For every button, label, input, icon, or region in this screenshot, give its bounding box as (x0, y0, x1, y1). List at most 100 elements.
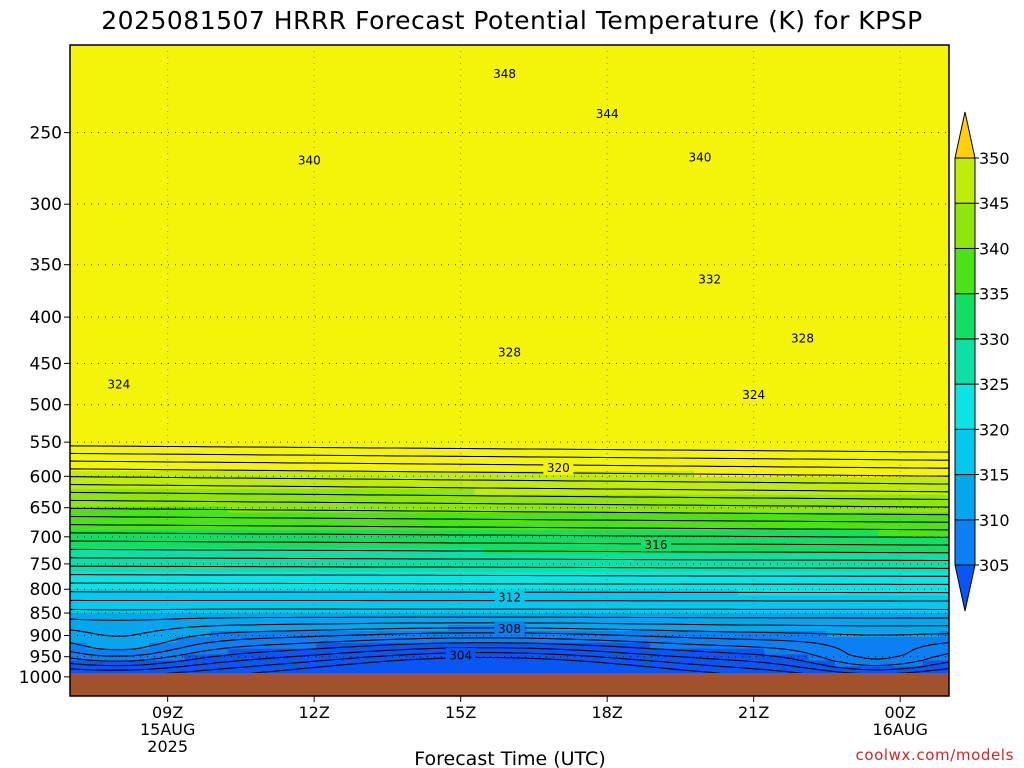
fill-cell (175, 169, 185, 176)
fill-cell (825, 92, 836, 99)
fill-cell (544, 299, 555, 306)
fill-cell (562, 228, 572, 235)
fill-cell (544, 139, 555, 147)
fill-cell (193, 216, 203, 224)
fill-cell (500, 92, 511, 99)
fill-cell (702, 116, 713, 123)
fill-cell (843, 299, 853, 306)
fill-cell (571, 246, 581, 253)
fill-cell (175, 275, 185, 283)
fill-cell (412, 334, 423, 342)
fill-cell (307, 145, 317, 153)
fill-cell (430, 252, 440, 259)
fill-cell (245, 275, 256, 283)
fill-cell (755, 287, 766, 295)
fill-cell (447, 204, 458, 212)
fill-cell (368, 62, 379, 70)
fill-cell (157, 45, 168, 52)
fill-cell (571, 305, 581, 312)
fill-cell (571, 163, 581, 170)
fill-cell (606, 293, 616, 301)
fill-cell (764, 145, 774, 153)
fill-cell (430, 56, 440, 64)
fill-cell (781, 234, 792, 241)
fill-cell (755, 263, 766, 271)
fill-cell (553, 305, 563, 312)
fill-cell (940, 116, 949, 123)
fill-cell (702, 62, 713, 70)
fill-cell (342, 334, 352, 342)
fill-cell (896, 104, 906, 111)
fill-cell (808, 299, 818, 306)
fill-cell (201, 269, 212, 277)
fill-cell (781, 116, 792, 123)
fill-cell (483, 116, 493, 123)
fill-cell (272, 192, 282, 200)
fill-cell (553, 145, 563, 153)
fill-cell (272, 305, 282, 312)
fill-cell (105, 110, 115, 117)
fill-cell (87, 56, 97, 64)
fill-cell (535, 116, 546, 123)
fill-cell (149, 169, 159, 176)
fill-cell (447, 269, 458, 277)
fill-cell (878, 175, 889, 182)
fill-cell (368, 133, 379, 141)
fill-cell (922, 68, 933, 76)
fill-cell (263, 234, 273, 241)
fill-cell (491, 50, 502, 58)
fill-cell (896, 311, 906, 318)
fill-cell (386, 323, 396, 330)
fill-cell (421, 311, 431, 318)
fill-cell (509, 192, 519, 200)
fill-cell (817, 216, 827, 224)
fill-cell (579, 204, 590, 212)
fill-cell (579, 234, 590, 241)
fill-cell (623, 293, 634, 301)
fill-cell (87, 281, 97, 289)
fill-cell (729, 305, 739, 312)
fill-cell (852, 121, 862, 129)
fill-cell (667, 240, 678, 247)
fill-cell (149, 74, 159, 82)
fill-cell (922, 299, 933, 306)
fill-cell (790, 305, 801, 312)
fill-cell (395, 192, 405, 200)
fill-cell (386, 305, 396, 312)
fill-cell (96, 163, 106, 170)
fill-cell (70, 275, 80, 283)
fill-cell (720, 56, 730, 64)
fill-cell (87, 287, 97, 295)
fill-cell (579, 56, 590, 64)
fill-cell (869, 246, 880, 253)
fill-cell (316, 198, 326, 206)
fill-cell (676, 45, 686, 52)
fill-cell (852, 299, 862, 306)
fill-cell (905, 45, 915, 52)
fill-cell (166, 62, 177, 70)
fill-cell (465, 127, 475, 135)
fill-cell (237, 281, 247, 289)
fill-cell (711, 198, 722, 206)
fill-cell (729, 181, 739, 188)
fill-cell (597, 145, 607, 153)
fill-cell (773, 258, 783, 265)
fill-cell (280, 263, 291, 271)
fill-cell (667, 334, 678, 342)
fill-cell (157, 216, 168, 224)
fill-cell (571, 258, 581, 265)
fill-cell (825, 334, 836, 342)
fill-cell (729, 252, 739, 259)
fill-cell (817, 299, 827, 306)
fill-cell (368, 210, 379, 218)
fill-cell (272, 169, 282, 176)
fill-cell (412, 104, 423, 111)
fill-cell (184, 45, 194, 52)
fill-cell (131, 74, 141, 82)
fill-cell (289, 246, 300, 253)
fill-cell (887, 175, 897, 182)
fill-cell (588, 275, 598, 283)
fill-cell (447, 287, 458, 295)
fill-cell (781, 210, 792, 218)
fill-cell (70, 62, 80, 70)
